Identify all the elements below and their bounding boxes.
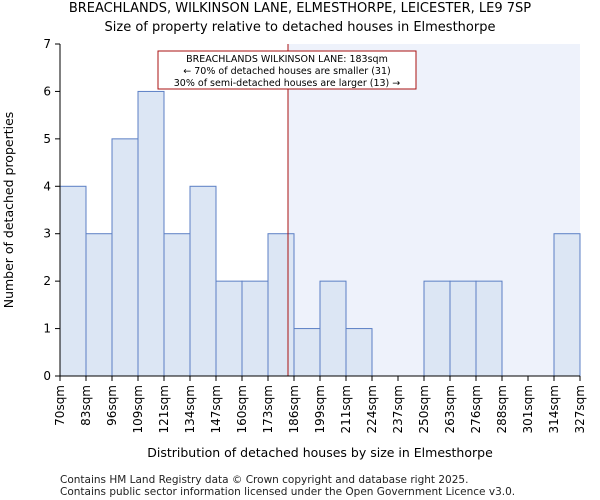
- y-tick-label: 6: [43, 84, 51, 98]
- histogram-bar: [553, 233, 581, 377]
- x-axis-label: Distribution of detached houses by size …: [147, 445, 493, 460]
- histogram-bar: [319, 280, 347, 377]
- x-tick-label: 199sqm: [313, 385, 327, 433]
- footer-line-2: Contains public sector information licen…: [60, 486, 516, 498]
- x-tick-label: 134sqm: [183, 385, 197, 433]
- histogram-bar: [85, 233, 113, 377]
- histogram-bar: [111, 138, 139, 377]
- x-tick-label: 186sqm: [287, 385, 301, 433]
- x-tick-label: 224sqm: [365, 385, 379, 433]
- x-tick-label: 121sqm: [157, 385, 171, 433]
- histogram-bar: [293, 328, 321, 377]
- x-tick-label: 327sqm: [573, 385, 587, 433]
- histogram-bar: [189, 185, 217, 377]
- histogram-bar: [241, 280, 269, 377]
- x-tick-label: 263sqm: [443, 385, 457, 433]
- x-tick-label: 301sqm: [521, 385, 535, 433]
- y-tick-label: 2: [43, 274, 51, 288]
- x-tick-label: 314sqm: [547, 385, 561, 433]
- x-tick-label: 250sqm: [417, 385, 431, 433]
- annotation-line-3: 30% of semi-detached houses are larger (…: [174, 78, 401, 89]
- x-tick-label: 109sqm: [131, 385, 145, 433]
- y-tick-label: 3: [43, 227, 51, 241]
- chart-title: BREACHLANDS, WILKINSON LANE, ELMESTHORPE…: [68, 1, 532, 16]
- histogram-bar: [267, 233, 295, 377]
- histogram-bar: [163, 233, 191, 377]
- histogram-bar: [449, 280, 477, 377]
- footer-line-1: Contains HM Land Registry data © Crown c…: [60, 474, 469, 486]
- histogram-bar: [59, 185, 87, 377]
- chart-subtitle: Size of property relative to detached ho…: [104, 20, 496, 35]
- y-tick-label: 0: [43, 369, 51, 383]
- y-tick-label: 7: [43, 37, 51, 51]
- annotation-line-2: ← 70% of detached houses are smaller (31…: [183, 66, 390, 77]
- annotation-line-1: BREACHLANDS WILKINSON LANE: 183sqm: [186, 54, 388, 65]
- histogram-bar: [345, 328, 373, 377]
- histogram-bar: [137, 90, 165, 377]
- histogram-bar: [475, 280, 503, 377]
- annotation-box: [157, 50, 417, 90]
- x-tick-label: 288sqm: [495, 385, 509, 433]
- x-tick-label: 276sqm: [469, 385, 483, 433]
- x-tick-label: 173sqm: [261, 385, 275, 433]
- x-tick-label: 237sqm: [391, 385, 405, 433]
- x-tick-label: 96sqm: [105, 385, 119, 426]
- x-tick-label: 83sqm: [79, 385, 93, 426]
- x-tick-label: 160sqm: [235, 385, 249, 433]
- histogram-bar: [423, 280, 451, 377]
- x-tick-label: 147sqm: [209, 385, 223, 433]
- y-tick-label: 1: [43, 322, 51, 336]
- y-tick-label: 5: [43, 132, 51, 146]
- histogram-bar: [215, 280, 243, 377]
- y-axis-label: Number of detached properties: [1, 112, 16, 309]
- x-tick-label: 211sqm: [339, 385, 353, 433]
- x-tick-label: 70sqm: [53, 385, 67, 426]
- y-tick-label: 4: [43, 179, 51, 193]
